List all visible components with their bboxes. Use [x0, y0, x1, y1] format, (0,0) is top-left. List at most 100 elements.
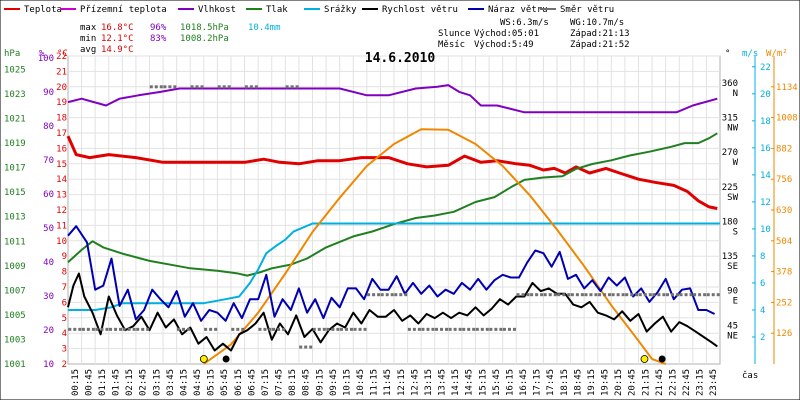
direction-point — [404, 293, 408, 297]
stats-sunrise: Východ:05:01 — [474, 29, 539, 39]
direction-point — [499, 327, 503, 331]
direction-point — [95, 327, 99, 331]
tick-label-ms: 6 — [760, 279, 765, 289]
tick-label-time: 20:15 — [614, 369, 624, 396]
direction-point — [380, 293, 384, 297]
direction-point — [73, 327, 77, 331]
direction-point — [616, 293, 620, 297]
direction-point — [385, 293, 389, 297]
direction-point — [353, 327, 357, 331]
tick-label-hpa: 1023 — [4, 90, 26, 100]
direction-point — [485, 327, 489, 331]
series-line — [203, 128, 667, 365]
direction-point — [78, 327, 82, 331]
tick-label-dir: 45 — [727, 321, 738, 331]
tick-label-degc: 5 — [62, 314, 67, 324]
direction-point — [241, 327, 245, 331]
tick-label-time: 15:45 — [492, 369, 502, 396]
tick-label-degc: 16 — [56, 144, 67, 154]
direction-point — [132, 327, 136, 331]
direction-point — [222, 85, 226, 89]
direction-point — [516, 293, 520, 297]
sun-moon-markers — [199, 355, 666, 363]
tick-label-time: 10:15 — [342, 369, 352, 396]
direction-point — [589, 293, 593, 297]
direction-point — [562, 293, 566, 297]
tick-label-time: 02:45 — [139, 369, 149, 396]
tick-label-time: 21:15 — [641, 369, 651, 396]
tick-label-degc: 12 — [56, 206, 67, 216]
tick-label-degc: 6 — [62, 298, 67, 308]
tick-label-ms: 10 — [760, 225, 771, 235]
direction-point — [440, 327, 444, 331]
tick-label-time: 12:15 — [397, 369, 407, 396]
direction-point — [635, 293, 639, 297]
moonrise-marker — [222, 355, 230, 363]
tick-label-degc: 9 — [62, 252, 67, 262]
direction-point — [480, 327, 484, 331]
axes: hPa% °C ° m/s W/m²čas10251023102110191017101… — [4, 49, 798, 396]
direction-point — [254, 85, 258, 89]
direction-point — [91, 327, 95, 331]
direction-point — [472, 327, 476, 331]
direction-point — [231, 327, 235, 331]
direction-point — [535, 293, 539, 297]
legend-label: Teplota — [24, 5, 62, 15]
direction-point — [214, 327, 218, 331]
tick-label-dir: 180 — [722, 217, 738, 227]
direction-point — [608, 293, 612, 297]
tick-label-time: 00:15 — [71, 369, 81, 396]
direction-point — [716, 293, 720, 297]
legend-label: Rychlost větru — [382, 5, 458, 15]
direction-point — [168, 85, 172, 89]
direction-point — [86, 327, 90, 331]
direction-point — [407, 327, 411, 331]
direction-point — [122, 327, 126, 331]
direction-point — [290, 85, 294, 89]
tick-label-degc: 10 — [56, 237, 67, 247]
direction-point — [186, 327, 190, 331]
direction-point — [584, 293, 588, 297]
direction-point — [462, 327, 466, 331]
direction-point — [109, 327, 113, 331]
direction-point — [570, 293, 574, 297]
direction-point — [540, 293, 544, 297]
direction-point — [670, 293, 674, 297]
direction-point — [136, 327, 140, 331]
direction-point — [258, 327, 262, 331]
direction-point — [119, 327, 123, 331]
stats-label: max — [80, 23, 97, 33]
direction-point — [244, 85, 248, 89]
tick-label-ms: 20 — [760, 90, 771, 100]
legend-label: Přízemní teplota — [80, 5, 167, 15]
tick-label-degc: 22 — [56, 52, 67, 62]
direction-point — [282, 327, 286, 331]
direction-point — [285, 85, 289, 89]
direction-point — [502, 327, 506, 331]
direction-point — [176, 327, 180, 331]
tick-label-degc: 7 — [62, 283, 67, 293]
tick-label-dir-name: N — [733, 89, 738, 99]
tick-label-time: 01:15 — [98, 369, 108, 396]
direction-point — [200, 85, 204, 89]
direction-point — [322, 327, 326, 331]
direction-point — [448, 327, 452, 331]
sunset-marker — [640, 355, 649, 363]
direction-point — [611, 293, 615, 297]
direction-point — [684, 293, 688, 297]
stats-temp: 14.9°C — [101, 45, 134, 55]
direction-point — [426, 327, 430, 331]
tick-label-time: 16:45 — [519, 369, 529, 396]
direction-point — [548, 293, 552, 297]
moonset-marker — [658, 355, 666, 363]
direction-point — [372, 293, 376, 297]
direction-point — [114, 327, 118, 331]
tick-label-pct: 30 — [43, 292, 54, 302]
tick-label-dir: 135 — [722, 252, 738, 262]
tick-label-time: 17:45 — [546, 369, 556, 396]
tick-label-time: 13:15 — [424, 369, 434, 396]
stats-moonrise: Východ:5:49 — [474, 40, 534, 50]
direction-point — [567, 293, 571, 297]
axis-unit-deg: ° — [725, 49, 730, 59]
